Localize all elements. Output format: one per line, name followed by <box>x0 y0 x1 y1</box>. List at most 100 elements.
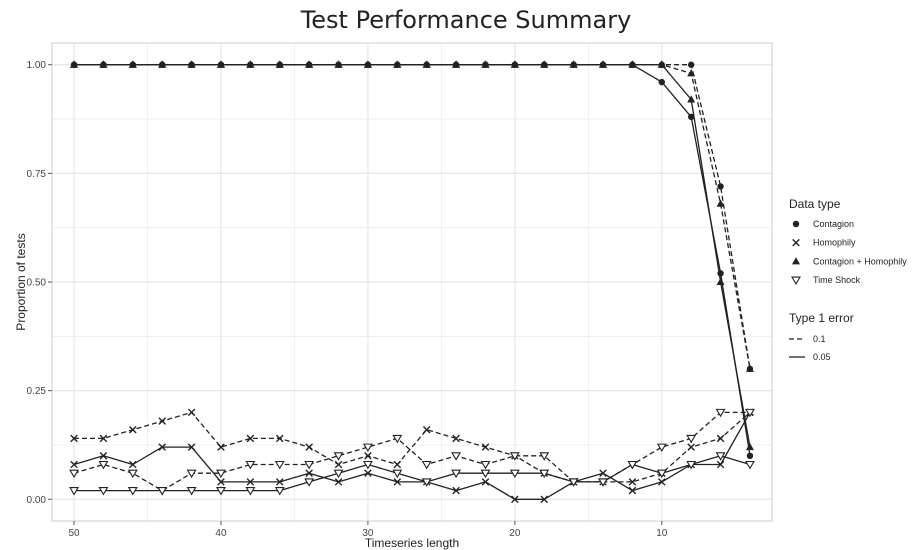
data-point-homophily <box>481 478 490 486</box>
data-point-contagion-homophily <box>246 60 255 68</box>
data-point-contagion-homophily <box>334 60 343 68</box>
legend-title-data-type: Data type <box>789 197 841 211</box>
data-point-homophily <box>364 452 372 460</box>
data-point-homophily <box>511 495 519 504</box>
axis-ticks: 0.00 0.25 0.50 0.75 1.00 50 40 30 20 10 <box>27 60 668 539</box>
data-point-homophily <box>158 443 166 451</box>
data-point-time-shock <box>686 460 697 470</box>
data-point-time-shock <box>480 460 491 470</box>
legend-key-homophily <box>792 238 800 247</box>
data-point-time-shock <box>744 460 755 470</box>
y-tick-label: 0.00 <box>27 495 47 506</box>
legend-label: 0.1 <box>813 334 826 344</box>
data-point-time-shock <box>627 460 638 470</box>
series-line-contagion-homophily-0-05 <box>74 64 751 448</box>
data-point-time-shock <box>127 469 138 479</box>
data-point-time-shock <box>509 469 520 479</box>
data-point-time-shock <box>274 460 285 470</box>
data-point-time-shock <box>509 452 520 461</box>
data-point-homophily <box>628 486 637 495</box>
data-point-contagion-homophily <box>687 95 696 103</box>
data-point-contagion-homophily <box>687 69 696 77</box>
data-point-contagion-homophily <box>745 364 754 372</box>
data-point-time-shock <box>333 469 344 479</box>
data-point-contagion-homophily <box>628 60 637 68</box>
data-point-contagion-homophily <box>216 60 225 68</box>
data-point-time-shock <box>69 487 80 496</box>
data-point-time-shock <box>421 460 432 470</box>
data-point-time-shock <box>186 487 197 496</box>
series-line-homophily-0-1 <box>74 411 751 483</box>
data-point-time-shock <box>715 452 726 461</box>
x-tick-label: 50 <box>68 528 80 539</box>
series-lines <box>73 64 751 500</box>
y-tick-label: 0.50 <box>27 278 47 289</box>
x-tick-label: 40 <box>215 528 227 539</box>
data-point-time-shock <box>451 452 462 461</box>
data-point-homophily <box>540 495 549 504</box>
data-point-homophily <box>422 425 431 434</box>
data-point-time-shock <box>392 469 403 479</box>
y-tick-label: 1.00 <box>27 60 47 71</box>
data-point-contagion <box>717 270 724 277</box>
data-point-contagion-homophily <box>158 60 167 68</box>
data-point-contagion-homophily <box>422 60 431 68</box>
data-point-contagion-homophily <box>187 60 196 68</box>
data-point-homophily <box>334 460 343 469</box>
data-point-time-shock <box>539 452 550 461</box>
x-tick-label: 10 <box>656 528 668 539</box>
data-point-homophily <box>452 486 460 495</box>
data-point-contagion-homophily <box>569 60 578 68</box>
data-point-homophily <box>452 434 460 443</box>
data-point-time-shock <box>362 443 373 453</box>
data-point-homophily <box>393 460 402 469</box>
data-point-contagion-homophily <box>716 277 725 285</box>
legend-key-contagion <box>792 220 800 228</box>
data-point-time-shock <box>656 443 667 453</box>
data-point-time-shock <box>98 487 109 496</box>
data-point-contagion-homophily <box>275 60 284 68</box>
data-point-contagion <box>658 78 665 86</box>
data-point-homophily <box>70 460 78 469</box>
data-point-time-shock <box>274 487 285 496</box>
data-point-homophily <box>275 434 284 443</box>
data-point-contagion-homophily <box>363 60 372 68</box>
data-point-time-shock <box>686 434 697 444</box>
data-point-contagion-homophily <box>99 60 108 68</box>
data-point-homophily <box>687 443 695 451</box>
data-point-contagion-homophily <box>393 60 402 68</box>
data-point-time-shock <box>245 460 256 470</box>
data-point-contagion-homophily <box>540 60 549 68</box>
legend-key-time-shock <box>791 276 801 285</box>
data-point-time-shock <box>744 408 755 418</box>
data-point-homophily <box>99 434 108 443</box>
data-point-time-shock <box>245 487 256 496</box>
data-point-time-shock <box>656 469 667 479</box>
data-point-time-shock <box>392 434 403 444</box>
y-tick-label: 0.25 <box>27 386 47 397</box>
chart-title: Test Performance Summary <box>300 6 632 34</box>
series-line-time-shock-0-05 <box>74 455 751 492</box>
data-point-homophily <box>305 469 313 477</box>
data-point-time-shock <box>127 487 138 496</box>
data-point-homophily <box>246 478 255 486</box>
data-point-time-shock <box>362 460 373 470</box>
data-point-time-shock <box>568 478 579 487</box>
y-tick-label: 0.75 <box>27 169 47 180</box>
data-point-time-shock <box>216 487 226 496</box>
data-point-homophily <box>129 425 137 434</box>
data-point-time-shock <box>715 408 726 418</box>
data-point-contagion <box>687 113 695 121</box>
data-point-time-shock <box>186 469 197 479</box>
legend-label: Homophily <box>813 238 856 248</box>
data-point-homophily <box>393 478 402 486</box>
data-point-contagion-homophily <box>657 60 666 68</box>
data-point-homophily <box>716 460 725 469</box>
data-point-time-shock <box>304 478 315 487</box>
data-point-contagion-homophily <box>128 60 137 68</box>
data-point-homophily <box>129 460 137 469</box>
data-point-homophily <box>217 443 225 451</box>
legend: Data type Contagion Homophily Contagion + H… <box>789 197 907 362</box>
data-point-time-shock <box>539 469 550 479</box>
